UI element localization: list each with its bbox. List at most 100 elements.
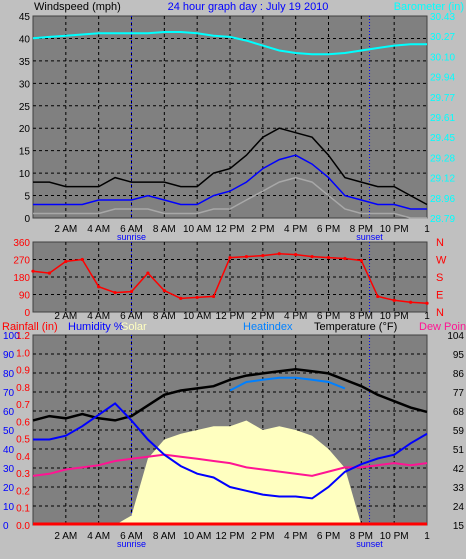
x-tick-label: 10 PM xyxy=(380,531,409,542)
x-tick-label: 8 PM xyxy=(350,311,373,322)
x-tick-label: 2 AM xyxy=(54,224,77,235)
direction-point xyxy=(64,259,68,264)
direction-point xyxy=(261,254,265,258)
wind-y-tick: 15 xyxy=(19,147,31,158)
x-tick-label: 12 PM xyxy=(216,311,245,322)
direction-y-tick: 0 xyxy=(24,308,30,319)
x-tick-label: 8 PM xyxy=(350,224,373,235)
temp-y-tick: 24 xyxy=(453,502,465,513)
rain-y-tick: 1.0 xyxy=(16,348,30,359)
rain-y-tick: 0.8 xyxy=(16,383,30,394)
barometer-y-tick: 30.43 xyxy=(430,12,455,23)
humidity-y-tick: 80 xyxy=(3,369,15,380)
wind-y-tick: 30 xyxy=(19,79,31,90)
rain-y-tick: 0.3 xyxy=(16,469,30,480)
humidity-y-tick: 0 xyxy=(3,521,9,532)
x-tick-label: 8 AM xyxy=(153,311,176,322)
x-tick-label: 10 AM xyxy=(183,224,211,235)
x-tick-label: 4 AM xyxy=(87,311,110,322)
temp-y-tick: 95 xyxy=(453,350,465,361)
direction-point xyxy=(408,300,413,304)
barometer-axis-title: Barometer (in) xyxy=(394,1,464,13)
direction-point xyxy=(129,289,134,294)
direction-point xyxy=(277,252,281,256)
temp-y-tick: 33 xyxy=(453,483,465,494)
x-tick-label: 2 AM xyxy=(54,531,77,542)
rain-y-tick: 1.2 xyxy=(16,331,30,342)
x-tick-label: 6 AM xyxy=(120,224,143,235)
humidity-label: Humidity % xyxy=(68,321,124,333)
temp-y-tick: 15 xyxy=(453,521,465,532)
sunset-label: sunset xyxy=(356,539,383,549)
series-temperature xyxy=(32,367,428,422)
barometer-y-tick: 29.77 xyxy=(430,93,455,104)
compass-tick: E xyxy=(436,290,443,302)
rain-y-tick: 0.0 xyxy=(16,521,30,532)
compass-tick: W xyxy=(436,255,447,267)
rain-y-tick: 0.9 xyxy=(16,366,30,377)
x-tick-label: 6 PM xyxy=(317,531,340,542)
humidity-y-tick: 100 xyxy=(3,331,20,342)
series-gust xyxy=(33,127,428,206)
series-dew-point xyxy=(32,453,428,477)
humidity-y-tick: 90 xyxy=(3,350,15,361)
temperature-label: Temperature (°F) xyxy=(314,321,397,333)
humidity-y-tick: 10 xyxy=(3,502,15,513)
x-tick-label: 6 AM xyxy=(120,531,143,542)
compass-tick: N xyxy=(436,307,444,319)
direction-point xyxy=(425,301,429,305)
temp-y-tick: 51 xyxy=(453,445,465,456)
direction-point xyxy=(195,295,199,300)
sunrise-label: sunrise xyxy=(117,539,146,549)
x-tick-label: 8 AM xyxy=(153,531,176,542)
temp-y-tick: 77 xyxy=(453,388,465,399)
heatindex-label: Heatindex xyxy=(243,321,293,333)
x-tick-label: 12 PM xyxy=(216,224,245,235)
rain-y-tick: 0.5 xyxy=(16,435,30,446)
x-tick-label: 4 PM xyxy=(284,224,307,235)
x-tick-label: 4 AM xyxy=(87,224,110,235)
wind-y-tick: 25 xyxy=(19,102,31,113)
direction-point xyxy=(310,254,314,259)
direction-point xyxy=(80,257,84,262)
compass-tick: S xyxy=(436,272,443,284)
humidity-y-tick: 20 xyxy=(3,483,15,494)
x-tick-label: 2 PM xyxy=(251,224,274,235)
x-tick-label: 4 AM xyxy=(87,531,110,542)
series-average xyxy=(33,154,427,210)
direction-plot-area xyxy=(32,241,428,313)
barometer-y-tick: 29.45 xyxy=(430,133,455,144)
series-barometer xyxy=(32,31,427,56)
barometer-y-tick: 29.94 xyxy=(430,73,455,84)
x-tick-end: 1 xyxy=(424,224,430,235)
humidity-y-tick: 50 xyxy=(3,426,15,437)
direction-point xyxy=(392,298,396,302)
humidity-y-tick: 40 xyxy=(3,445,15,456)
x-tick-label: 2 AM xyxy=(54,311,77,322)
direction-point xyxy=(228,255,232,260)
wind-y-tick: 40 xyxy=(19,34,31,45)
x-tick-label: 10 PM xyxy=(380,311,409,322)
direction-point xyxy=(146,271,150,275)
direction-point xyxy=(162,289,166,293)
temp-y-tick: 104 xyxy=(447,331,464,342)
x-tick-label: 2 PM xyxy=(251,311,274,322)
barometer-y-tick: 28.79 xyxy=(430,214,455,225)
barometer-y-tick: 28.96 xyxy=(430,194,455,205)
graph-title: 24 hour graph day : July 19 2010 xyxy=(168,1,329,13)
direction-point xyxy=(343,256,347,261)
direction-y-tick: 180 xyxy=(13,273,30,284)
series-heatindex xyxy=(229,376,346,392)
dewpoint-label: Dew Point xyxy=(419,321,466,333)
x-tick-end: 1 xyxy=(424,531,430,542)
x-tick-label: 4 PM xyxy=(284,311,307,322)
sunrise-label: sunrise xyxy=(117,232,146,242)
humidity-y-tick: 30 xyxy=(3,464,15,475)
direction-point xyxy=(244,254,249,259)
humidity-y-tick: 60 xyxy=(3,407,15,418)
x-tick-label: 10 AM xyxy=(183,531,211,542)
direction-y-tick: 90 xyxy=(19,291,31,302)
direction-point xyxy=(359,258,363,263)
x-tick-label: 10 PM xyxy=(380,224,409,235)
